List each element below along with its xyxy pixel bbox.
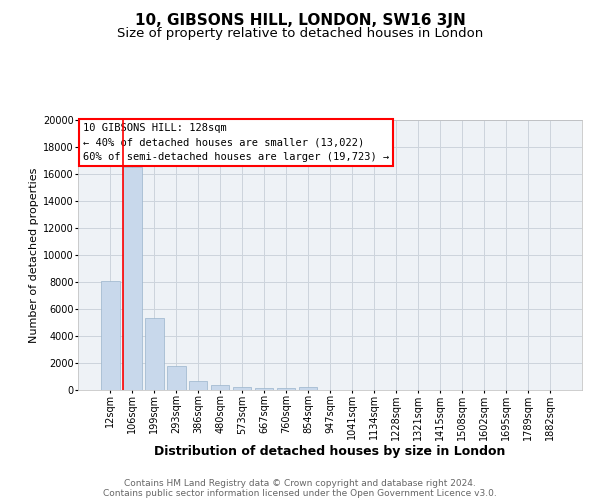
Bar	[299, 388, 317, 390]
Text: Contains HM Land Registry data © Crown copyright and database right 2024.: Contains HM Land Registry data © Crown c…	[124, 478, 476, 488]
Bar	[211, 386, 229, 390]
Bar	[167, 366, 185, 390]
Bar	[255, 388, 274, 390]
Bar	[145, 318, 164, 390]
Text: 10, GIBSONS HILL, LONDON, SW16 3JN: 10, GIBSONS HILL, LONDON, SW16 3JN	[134, 12, 466, 28]
Bar	[101, 280, 119, 390]
Y-axis label: Number of detached properties: Number of detached properties	[29, 168, 39, 342]
X-axis label: Distribution of detached houses by size in London: Distribution of detached houses by size …	[154, 445, 506, 458]
Bar	[123, 167, 142, 390]
Text: Contains public sector information licensed under the Open Government Licence v3: Contains public sector information licen…	[103, 488, 497, 498]
Bar	[233, 388, 251, 390]
Bar	[277, 388, 295, 390]
Text: Size of property relative to detached houses in London: Size of property relative to detached ho…	[117, 28, 483, 40]
Text: 10 GIBSONS HILL: 128sqm
← 40% of detached houses are smaller (13,022)
60% of sem: 10 GIBSONS HILL: 128sqm ← 40% of detache…	[83, 122, 389, 162]
Bar	[189, 380, 208, 390]
